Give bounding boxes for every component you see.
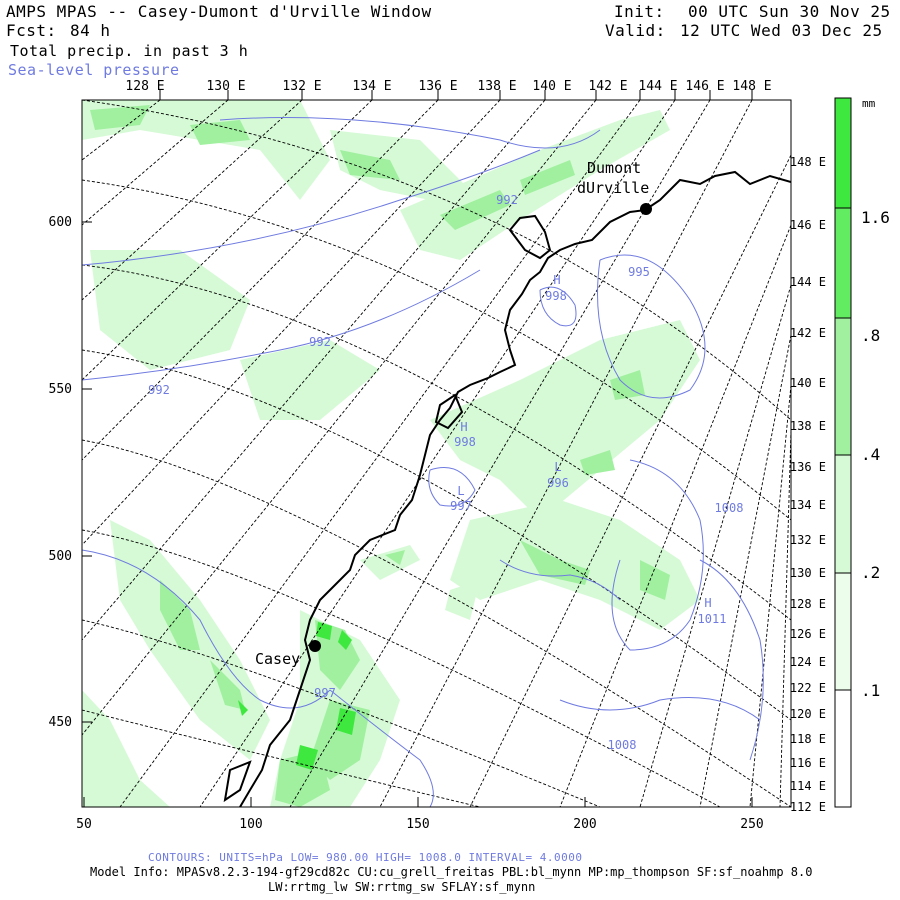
colorbar-bin-mid [835,318,851,455]
pressure-label: 995 [628,265,650,279]
right-axis-label: 140 E [790,376,826,390]
model-info-line2: LW:rrtmg_lw SW:rrtmg_sw SFLAY:sf_mynn [268,880,536,894]
dumont-durville-marker [640,203,652,215]
right-axis-label: 142 E [790,326,826,340]
colorbar-bin-darkmid [835,208,851,318]
pressure-label: 992 [309,335,331,349]
pressure-label: 1008 [608,738,637,752]
x-axis-label: 100 [239,817,262,832]
top-axis-label: 144 E [638,79,677,94]
dumont-label-line1: Dumont [587,159,641,177]
valid-time: 12 UTC Wed 03 Dec 25 [680,21,883,40]
forecast-hour: 84 h [70,21,111,40]
right-axis-label: 146 E [790,218,826,232]
dumont-label-line2: dUrville [577,179,649,197]
pressure-label: 1011 [698,612,727,626]
right-axis-label: 114 E [790,779,826,793]
y-axis-label: 600 [49,215,72,230]
plot-frame [81,99,792,808]
top-axis-label: 140 E [532,79,571,94]
pressure-label: 996 [547,476,569,490]
top-axis-label: 138 E [477,79,516,94]
x-axis-label: 250 [740,817,763,832]
low-marker: L [554,460,561,474]
top-axis-label: 128 E [125,79,164,94]
left-axis-ticks [82,221,92,723]
colorbar-bin-none [835,690,851,807]
right-axis-label: 130 E [790,566,826,580]
contour-info: CONTOURS: UNITS=hPa LOW= 980.00 HIGH= 10… [148,851,583,864]
bottom-axis-ticks [83,797,753,807]
x-axis-label: 50 [76,817,92,832]
init-label: Init: [614,2,665,21]
high-marker: H [704,596,711,610]
y-axis-label: 550 [49,382,72,397]
low-marker: L [457,484,464,498]
top-axis-label: 134 E [352,79,391,94]
right-axis-label: 122 E [790,681,826,695]
pressure-label: 1008 [715,501,744,515]
right-axis-label: 136 E [790,460,826,474]
colorbar-label: .4 [861,445,881,464]
right-axis-label: 138 E [790,419,826,433]
pressure-label: 998 [545,289,567,303]
colorbar-bin-light [835,455,851,573]
model-info-line1: Model Info: MPASv8.2.3-194-gf29cd82c CU:… [90,865,813,879]
x-axis-label: 200 [573,817,596,832]
field-pressure-label: Sea-level pressure [8,61,180,79]
top-axis-label: 136 E [418,79,457,94]
pressure-label: 997 [314,686,336,700]
init-time: 00 UTC Sun 30 Nov 25 [688,2,891,21]
right-axis-label: 118 E [790,732,826,746]
top-axis-label: 146 E [685,79,724,94]
right-axis-label: 134 E [790,498,826,512]
graticule [82,100,791,807]
high-marker: H [460,420,467,434]
top-axis-label: 142 E [588,79,627,94]
valid-label: Valid: [605,21,666,40]
pressure-label: 997 [450,499,472,513]
casey-label: Casey [255,650,300,668]
right-axis-label: 124 E [790,655,826,669]
colorbar-bin-lightest [835,573,851,690]
map-title: AMPS MPAS -- Casey-Dumont d'Urville Wind… [6,2,432,21]
colorbar-label: .1 [861,681,881,700]
high-marker: H [553,273,560,287]
colorbar-bin-dark [835,98,851,208]
colorbar-label: .8 [861,326,881,345]
top-axis-label: 148 E [732,79,771,94]
forecast-label: Fcst: [6,21,57,40]
right-axis-label: 116 E [790,756,826,770]
right-axis-label: 148 E [790,155,826,169]
y-axis-label: 500 [49,549,72,564]
pressure-label: 992 [496,193,518,207]
y-axis-label: 450 [49,715,72,730]
precip-shading [82,100,700,807]
colorbar [834,97,852,808]
right-axis-label: 128 E [790,597,826,611]
pressure-label: 998 [454,435,476,449]
right-axis-label: 112 E [790,800,826,814]
top-axis-label: 130 E [206,79,245,94]
casey-marker [309,640,321,652]
right-axis-label: 144 E [790,275,826,289]
x-axis-label: 150 [406,817,429,832]
right-axis-label: 126 E [790,627,826,641]
colorbar-label: 1.6 [861,208,890,227]
right-axis-label: 120 E [790,707,826,721]
colorbar-label: .2 [861,563,881,582]
colorbar-units: mm [862,97,876,110]
top-axis-ticks [159,90,753,100]
pressure-label: 992 [148,383,170,397]
right-axis-label: 132 E [790,533,826,547]
top-axis-label: 132 E [282,79,321,94]
field-precip-label: Total precip. in past 3 h [10,42,249,60]
